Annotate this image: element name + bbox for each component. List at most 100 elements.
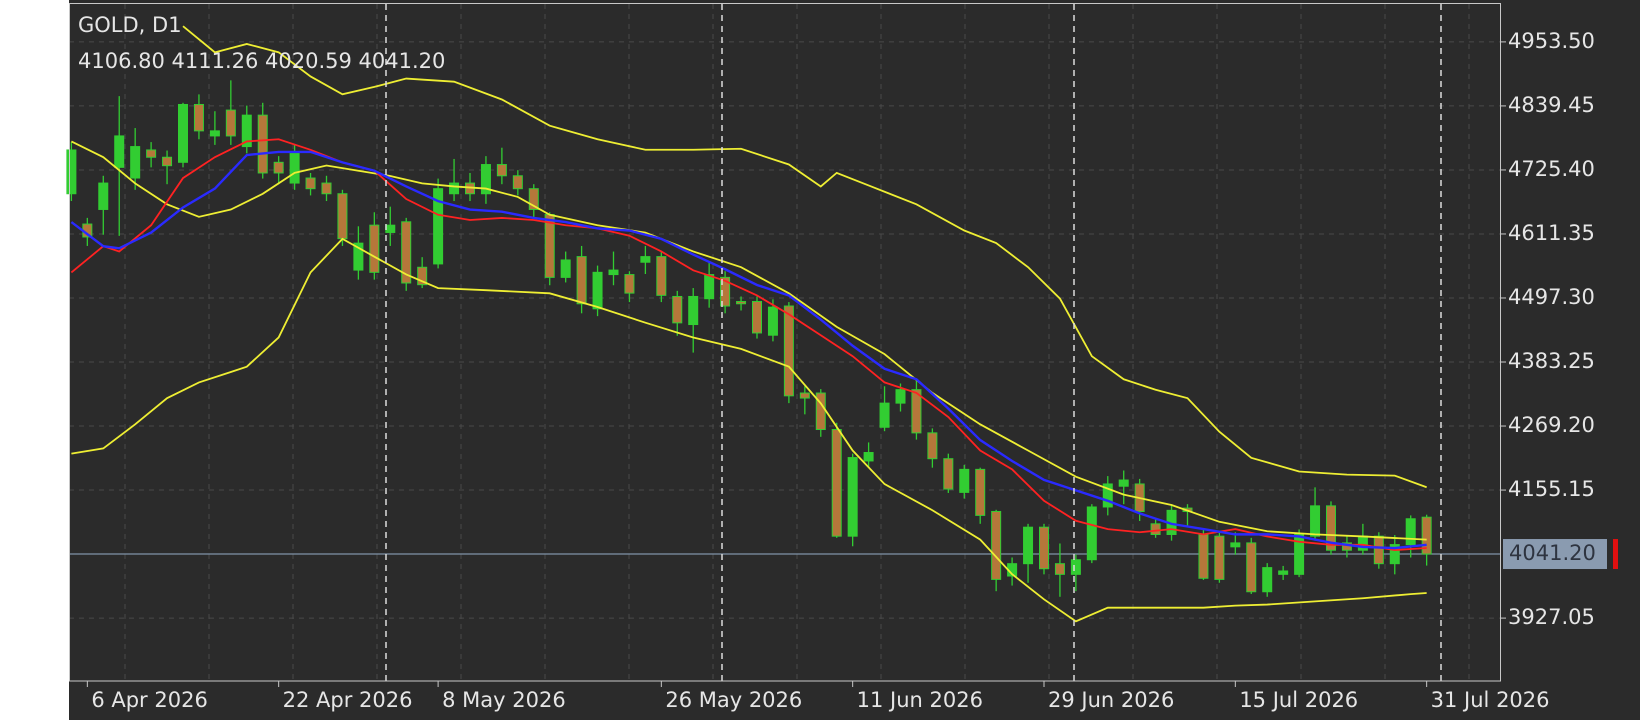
- candle-body: [1214, 535, 1225, 580]
- candle-body: [369, 224, 380, 273]
- ohlc-info: 4106.80 4111.26 4020.59 4041.20: [78, 49, 445, 73]
- x-tick-label: 6 Apr 2026: [91, 688, 207, 712]
- chart-background: [69, 0, 1640, 720]
- candle-body: [528, 188, 539, 210]
- candle-body: [1278, 570, 1289, 575]
- candle-body: [1373, 535, 1384, 565]
- candle-body: [225, 109, 236, 137]
- candle-body: [656, 256, 667, 296]
- candle-body: [1421, 516, 1432, 555]
- plot-frame: [69, 3, 1501, 682]
- x-tick-label: 26 May 2026: [665, 688, 802, 712]
- candle-body: [720, 276, 731, 307]
- candle-body: [114, 135, 125, 168]
- candle-body: [193, 103, 204, 132]
- candle-body: [449, 182, 460, 195]
- indicator-line: [71, 237, 1427, 623]
- candle-body: [767, 306, 778, 336]
- candle-body: [688, 295, 699, 326]
- candle-body: [98, 182, 109, 210]
- candle-body: [257, 114, 268, 174]
- candle-body: [991, 510, 1002, 580]
- indicator-line: [70, 138, 1427, 551]
- candle-body: [1054, 563, 1065, 575]
- x-tick-label: 31 Jul 2026: [1431, 688, 1550, 712]
- x-tick-label: 15 Jul 2026: [1239, 688, 1358, 712]
- candle-body: [162, 156, 173, 167]
- candle-body: [353, 242, 364, 271]
- candle-body: [704, 274, 715, 300]
- candle-body: [130, 146, 141, 179]
- candle-body: [496, 164, 507, 177]
- y-tick-label: 4269.20: [1508, 413, 1595, 437]
- candle-body: [1198, 533, 1209, 579]
- chart-title: GOLD, D1: [78, 13, 182, 37]
- candle-body: [863, 452, 874, 462]
- candle-body: [895, 389, 906, 404]
- candle-body: [1086, 506, 1097, 561]
- price-label: 4041.20: [1509, 541, 1596, 565]
- candle-body: [1325, 505, 1336, 551]
- x-tick-label: 29 Jun 2026: [1048, 688, 1174, 712]
- y-tick-label: 4953.50: [1508, 29, 1595, 53]
- candle-body: [1405, 518, 1416, 546]
- y-tick-label: 4839.45: [1508, 93, 1595, 117]
- candle-body: [209, 130, 220, 137]
- candle-body: [975, 468, 986, 516]
- candle-body: [959, 468, 970, 493]
- candle-body: [831, 429, 842, 537]
- y-tick-label: 4497.30: [1508, 285, 1595, 309]
- y-tick-label: 4383.25: [1508, 349, 1595, 373]
- y-tick-label: 4155.15: [1508, 477, 1595, 501]
- candle-body: [66, 149, 77, 195]
- price-label-marker: [1613, 539, 1618, 570]
- candle-body: [417, 266, 428, 286]
- candle-body: [1070, 559, 1081, 575]
- indicator-line: [182, 25, 1427, 489]
- candle-body: [401, 221, 412, 284]
- y-tick-label: 4611.35: [1508, 221, 1595, 245]
- plot-layer: 4953.50 4839.45 4725.40 4611.35 4497.30 4383.…: [66, 25, 1618, 712]
- y-tick-label: 3927.05: [1508, 605, 1595, 629]
- candle-body: [1118, 479, 1129, 487]
- candle-body: [480, 164, 491, 195]
- candle-body: [321, 182, 332, 195]
- candle-body: [672, 295, 683, 324]
- candle-body: [799, 392, 810, 399]
- candle-body: [911, 389, 922, 434]
- x-tick-label: 8 May 2026: [442, 688, 566, 712]
- candle-body: [1389, 544, 1400, 565]
- candle-body: [879, 402, 890, 428]
- candle-body: [1246, 542, 1257, 593]
- candle-body: [1230, 542, 1241, 548]
- candle-body: [385, 224, 396, 233]
- candle-body: [178, 103, 189, 163]
- candle-body: [751, 301, 762, 334]
- candle-body: [560, 259, 571, 278]
- candle-body: [305, 177, 316, 190]
- candle-body: [608, 269, 619, 276]
- candle-body: [512, 175, 523, 190]
- candle-body: [736, 301, 747, 305]
- price-label-box: [1503, 539, 1607, 570]
- candle-body: [1310, 505, 1321, 537]
- candle-body: [943, 458, 954, 490]
- y-tick-label: 4725.40: [1508, 157, 1595, 181]
- candle-body: [1294, 533, 1305, 575]
- candle-body: [847, 457, 858, 537]
- candle-body: [273, 161, 284, 174]
- candle-body: [1038, 526, 1049, 570]
- x-tick-label: 22 Apr 2026: [283, 688, 413, 712]
- candle-body: [146, 149, 157, 158]
- candle-body: [927, 432, 938, 460]
- candle-body: [783, 305, 794, 397]
- candle-body: [337, 193, 348, 240]
- candle-body: [1262, 567, 1273, 593]
- candle-body: [1102, 483, 1113, 508]
- candle-body: [624, 274, 635, 294]
- candle-body: [433, 188, 444, 265]
- candle-body: [576, 256, 587, 305]
- candle-body: [1023, 526, 1034, 565]
